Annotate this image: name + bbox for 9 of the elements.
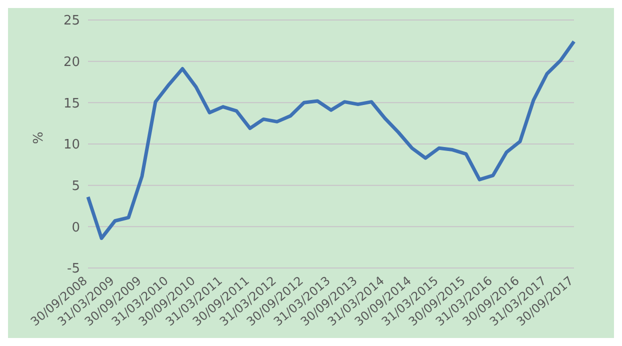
y-tick-label: 15 <box>63 96 80 112</box>
y-tick-label: 5 <box>72 178 80 194</box>
y-axis-title: % <box>32 132 47 144</box>
y-tick-label: 25 <box>63 14 80 29</box>
y-tick-label: 10 <box>63 138 80 153</box>
y-tick-label: 20 <box>63 54 80 70</box>
y-tick-label: 0 <box>72 220 80 236</box>
line-series <box>86 40 576 240</box>
y-tick-label: -5 <box>67 262 80 277</box>
